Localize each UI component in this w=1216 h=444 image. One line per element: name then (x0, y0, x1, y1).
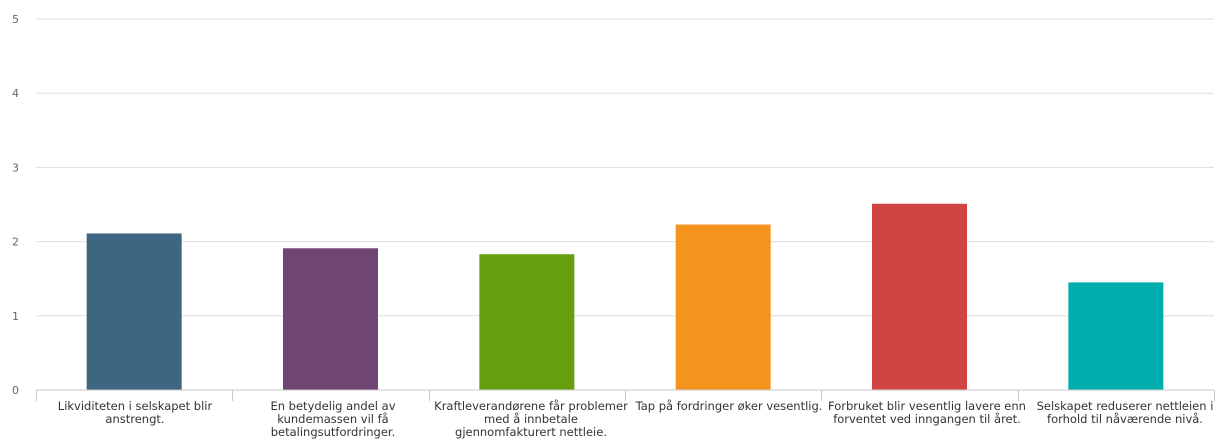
bar (86, 233, 182, 390)
y-tick-label: 5 (12, 13, 19, 26)
bars (86, 203, 1164, 390)
y-tick-label: 3 (12, 161, 19, 174)
bar (283, 248, 378, 390)
y-tick-label: 4 (12, 87, 19, 100)
y-tick-label: 1 (12, 310, 19, 323)
bar (479, 254, 575, 390)
y-axis-ticks: 0 1 2 3 4 5 (12, 13, 19, 397)
category-label: Forbruket blir vesentlig lavere enn forv… (828, 399, 1026, 426)
category-label: Kraftleverandørene får problemer med å i… (434, 399, 628, 439)
x-axis (36, 389, 1215, 401)
bar (1068, 282, 1164, 390)
category-label: En betydelig andel av kundemassen vil få… (270, 399, 396, 439)
gridlines (36, 18, 1214, 317)
category-label: Selskapet reduserer nettleien i forhold … (1036, 399, 1214, 426)
bar (872, 203, 967, 390)
y-tick-label: 2 (12, 236, 19, 249)
y-tick-label: 0 (12, 384, 19, 397)
bar (675, 224, 771, 390)
category-label: Likviditeten i selskapet blir anstrengt. (57, 399, 213, 426)
category-label: Tap på fordringer øker vesentlig. (635, 399, 823, 413)
